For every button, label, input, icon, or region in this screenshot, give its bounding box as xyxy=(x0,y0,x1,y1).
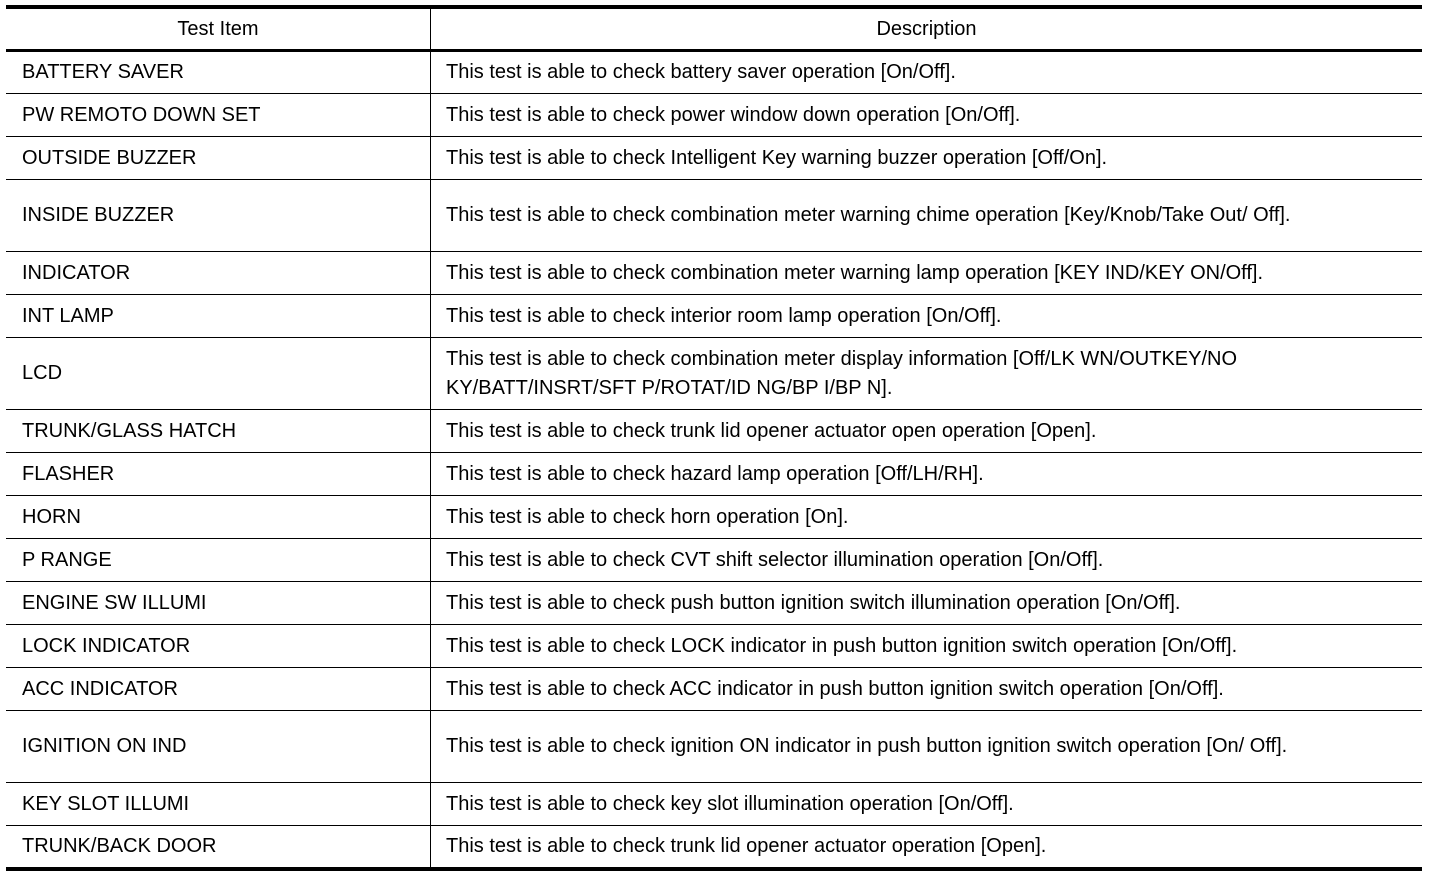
description-cell: This test is able to check LOCK indicato… xyxy=(430,624,1422,668)
description-cell: This test is able to check horn operatio… xyxy=(430,495,1422,539)
header-description: Description xyxy=(430,5,1422,52)
test-item-cell: INDICATOR xyxy=(6,251,431,295)
table-row: PW REMOTO DOWN SET This test is able to c… xyxy=(6,93,1422,137)
test-item-cell: INT LAMP xyxy=(6,294,431,338)
test-item-cell: HORN xyxy=(6,495,431,539)
test-item-cell: TRUNK/BACK DOOR xyxy=(6,825,431,871)
header-test-item: Test Item xyxy=(6,5,431,52)
description-cell: This test is able to check combination m… xyxy=(430,337,1422,410)
header-row: Test Item Description xyxy=(6,5,1422,52)
description-cell: This test is able to check hazard lamp o… xyxy=(430,452,1422,496)
test-item-cell: LOCK INDICATOR xyxy=(6,624,431,668)
test-item-cell: IGNITION ON IND xyxy=(6,710,431,783)
table-row: IGNITION ON IND This test is able to chec… xyxy=(6,710,1422,783)
description-cell: This test is able to check combination m… xyxy=(430,251,1422,295)
test-item-cell: KEY SLOT ILLUMI xyxy=(6,782,431,826)
description-cell: This test is able to check ACC indicator… xyxy=(430,667,1422,711)
table-row: TRUNK/BACK DOOR This test is able to chec… xyxy=(6,825,1422,871)
description-cell: This test is able to check trunk lid ope… xyxy=(430,409,1422,453)
test-item-cell: PW REMOTO DOWN SET xyxy=(6,93,431,137)
test-item-cell: LCD xyxy=(6,337,431,410)
description-cell: This test is able to check CVT shift sel… xyxy=(430,538,1422,582)
table-row: LCD This test is able to check combinatio… xyxy=(6,337,1422,410)
table-row: BATTERY SAVER This test is able to check … xyxy=(6,50,1422,94)
table-row: ENGINE SW ILLUMI This test is able to che… xyxy=(6,581,1422,625)
description-cell: This test is able to check combination m… xyxy=(430,179,1422,252)
test-item-cell: ACC INDICATOR xyxy=(6,667,431,711)
description-cell: This test is able to check battery saver… xyxy=(430,50,1422,94)
test-item-cell: P RANGE xyxy=(6,538,431,582)
table-row: INSIDE BUZZER This test is able to check … xyxy=(6,179,1422,252)
test-item-table: Test Item Description BATTERY SAVER This … xyxy=(6,5,1422,871)
description-cell: This test is able to check interior room… xyxy=(430,294,1422,338)
table-row: OUTSIDE BUZZER This test is able to check… xyxy=(6,136,1422,180)
test-item-cell: FLASHER xyxy=(6,452,431,496)
test-item-cell: INSIDE BUZZER xyxy=(6,179,431,252)
description-cell: This test is able to check power window … xyxy=(430,93,1422,137)
table-row: INT LAMP This test is able to check inter… xyxy=(6,294,1422,338)
description-cell: This test is able to check key slot illu… xyxy=(430,782,1422,826)
description-cell: This test is able to check Intelligent K… xyxy=(430,136,1422,180)
test-item-cell: OUTSIDE BUZZER xyxy=(6,136,431,180)
table-row: TRUNK/GLASS HATCH This test is able to ch… xyxy=(6,409,1422,453)
test-item-cell: ENGINE SW ILLUMI xyxy=(6,581,431,625)
description-cell: This test is able to check push button i… xyxy=(430,581,1422,625)
table-row: P RANGE This test is able to check CVT sh… xyxy=(6,538,1422,582)
table-row: KEY SLOT ILLUMI This test is able to chec… xyxy=(6,782,1422,826)
description-cell: This test is able to check trunk lid ope… xyxy=(430,825,1422,871)
test-item-cell: BATTERY SAVER xyxy=(6,50,431,94)
table-row: ACC INDICATOR This test is able to check … xyxy=(6,667,1422,711)
table-row: LOCK INDICATOR This test is able to check… xyxy=(6,624,1422,668)
description-cell: This test is able to check ignition ON i… xyxy=(430,710,1422,783)
test-item-cell: TRUNK/GLASS HATCH xyxy=(6,409,431,453)
table-row: INDICATOR This test is able to check comb… xyxy=(6,251,1422,295)
table-row: HORN This test is able to check horn oper… xyxy=(6,495,1422,539)
table-row: FLASHER This test is able to check hazard… xyxy=(6,452,1422,496)
